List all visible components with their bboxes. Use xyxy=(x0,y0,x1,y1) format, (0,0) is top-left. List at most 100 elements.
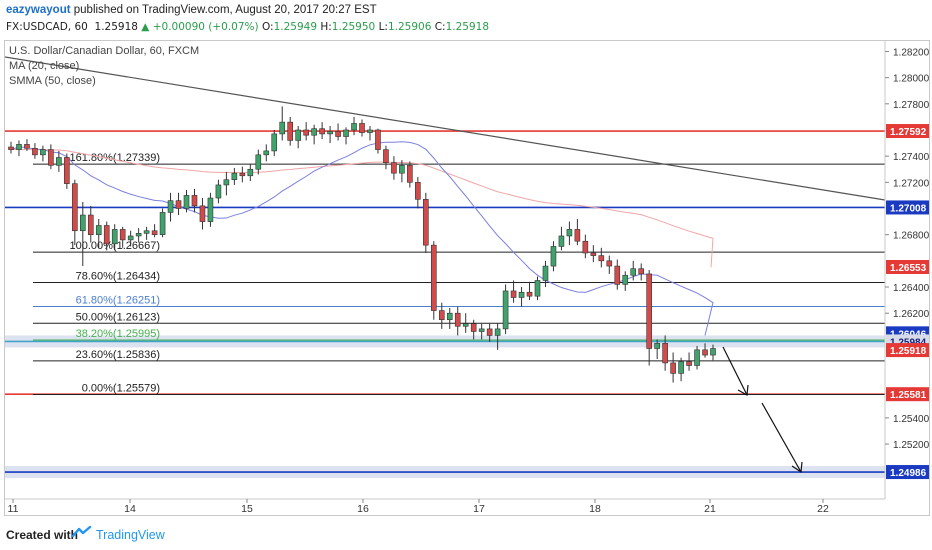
candle-body-76[interactable] xyxy=(614,265,621,285)
candle-body-5[interactable] xyxy=(48,149,54,166)
candle-body-61[interactable] xyxy=(494,328,501,336)
candle-body-59[interactable] xyxy=(478,328,485,332)
candle-body-10[interactable] xyxy=(87,214,94,235)
candle-body-77[interactable] xyxy=(622,274,629,285)
candle-body-83[interactable] xyxy=(670,362,676,374)
candle-body-72[interactable] xyxy=(582,240,589,254)
candle-body-29[interactable] xyxy=(239,172,246,177)
candle-body-46[interactable] xyxy=(375,129,381,150)
author-name[interactable]: eazywayout xyxy=(6,4,71,16)
candle-body-24[interactable] xyxy=(199,205,206,222)
candle-body-70[interactable] xyxy=(566,229,573,237)
candle-body-87[interactable] xyxy=(702,349,708,356)
candle-body-6[interactable] xyxy=(56,157,62,166)
candle-body-60[interactable] xyxy=(486,328,493,336)
candle-body-75[interactable] xyxy=(606,260,613,267)
candle-body-9[interactable] xyxy=(79,214,86,232)
candle-body-36[interactable] xyxy=(295,129,301,141)
candle-body-35[interactable] xyxy=(287,121,294,141)
candle-body-1[interactable] xyxy=(16,144,22,150)
candle-body-23[interactable] xyxy=(191,195,198,207)
candle-body-3[interactable] xyxy=(32,148,38,156)
candle-body-41[interactable] xyxy=(335,130,341,137)
candle-body-81[interactable] xyxy=(654,342,660,349)
candle-body-47[interactable] xyxy=(383,149,389,163)
candle-body-12[interactable] xyxy=(103,225,110,245)
candle-body-62[interactable] xyxy=(502,290,509,330)
candle-body-67[interactable] xyxy=(542,265,549,281)
candle-body-42[interactable] xyxy=(343,129,349,137)
trendline[interactable] xyxy=(5,56,886,201)
candle-body-44[interactable] xyxy=(359,123,365,133)
candle-body-71[interactable] xyxy=(574,229,581,242)
candle-body-28[interactable] xyxy=(231,172,238,181)
candle-body-43[interactable] xyxy=(351,123,357,131)
fib-label-7: 0.00%(1.25579) xyxy=(82,382,160,394)
candle-body-53[interactable] xyxy=(430,244,437,311)
candle-body-57[interactable] xyxy=(462,323,469,327)
candle-body-25[interactable] xyxy=(207,197,214,222)
candle-body-52[interactable] xyxy=(423,199,429,246)
candle-body-4[interactable] xyxy=(40,149,46,156)
time-axis[interactable]: 11 14 15 16 17 18 21 22 xyxy=(5,498,885,515)
candle-body-15[interactable] xyxy=(127,235,134,241)
candle-body-86[interactable] xyxy=(694,349,700,366)
candle-body-51[interactable] xyxy=(415,182,421,200)
candle-body-56[interactable] xyxy=(454,312,461,327)
candle-body-73[interactable] xyxy=(590,252,597,256)
tradingview-brand[interactable]: TradingView xyxy=(96,528,165,542)
candle-body-37[interactable] xyxy=(303,129,309,136)
candle-body-65[interactable] xyxy=(526,291,533,297)
candle-body-21[interactable] xyxy=(175,200,182,209)
y-tick-label-9: 1.25200 xyxy=(893,440,929,451)
candle-body-7[interactable] xyxy=(64,157,70,184)
candle-body-58[interactable] xyxy=(470,323,477,332)
candle-body-84[interactable] xyxy=(678,361,684,374)
candle-body-66[interactable] xyxy=(534,280,541,297)
candle-body-13[interactable] xyxy=(111,229,118,245)
candle-body-34[interactable] xyxy=(279,121,286,135)
candle-body-82[interactable] xyxy=(662,342,668,364)
candle-body-30[interactable] xyxy=(247,168,254,177)
candle-body-39[interactable] xyxy=(319,128,325,135)
candle-body-49[interactable] xyxy=(399,165,405,174)
legend-ma[interactable]: MA (20, close) xyxy=(9,60,80,72)
candle-body-33[interactable] xyxy=(271,133,278,152)
candle-body-38[interactable] xyxy=(311,128,317,136)
candle-body-64[interactable] xyxy=(518,291,525,298)
candle-body-18[interactable] xyxy=(151,230,158,235)
candle-body-8[interactable] xyxy=(72,183,78,232)
candle-body-50[interactable] xyxy=(407,165,413,183)
candle-body-19[interactable] xyxy=(159,212,166,235)
candle-body-11[interactable] xyxy=(95,225,102,235)
candle-body-26[interactable] xyxy=(215,184,222,199)
y-tick-label-0: 1.28200 xyxy=(893,47,929,58)
candle-body-2[interactable] xyxy=(24,144,30,149)
candle-body-14[interactable] xyxy=(119,229,126,241)
candle-body-31[interactable] xyxy=(255,154,262,170)
candle-body-80[interactable] xyxy=(646,273,652,349)
price-chart[interactable]: 161.80%(1.27339)100.00%(1.26667)78.60%(1… xyxy=(5,41,929,515)
candle-body-27[interactable] xyxy=(223,179,230,186)
candle-body-63[interactable] xyxy=(510,290,517,298)
candle-body-79[interactable] xyxy=(638,268,645,275)
candle-body-88[interactable] xyxy=(710,348,716,356)
candle-body-17[interactable] xyxy=(143,230,150,234)
candle-body-74[interactable] xyxy=(598,255,605,262)
chart-area[interactable]: 161.80%(1.27339) 100.00%(1.26667) 78.60%(1… xyxy=(4,40,930,516)
candle-body-22[interactable] xyxy=(183,195,190,209)
candle-body-0[interactable] xyxy=(8,146,14,150)
candle-body-45[interactable] xyxy=(367,129,373,133)
legend-smma[interactable]: SMMA (50, close) xyxy=(9,75,96,87)
candle-body-48[interactable] xyxy=(391,162,397,174)
candle-body-85[interactable] xyxy=(686,361,692,366)
candle-body-40[interactable] xyxy=(327,130,333,135)
candle-body-78[interactable] xyxy=(630,268,637,276)
candle-body-55[interactable] xyxy=(446,312,453,321)
candle-body-69[interactable] xyxy=(558,235,565,247)
candle-body-20[interactable] xyxy=(167,200,174,213)
candle-body-54[interactable] xyxy=(438,310,445,321)
candle-body-16[interactable] xyxy=(135,233,142,237)
candle-body-32[interactable] xyxy=(263,150,270,156)
candle-body-68[interactable] xyxy=(550,246,557,267)
